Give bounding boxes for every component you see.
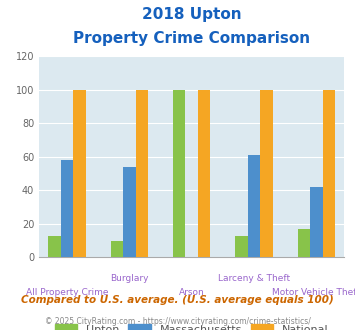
Bar — [123, 167, 136, 257]
Bar — [61, 160, 73, 257]
Bar — [248, 155, 260, 257]
Text: All Property Crime: All Property Crime — [26, 288, 108, 297]
Bar — [323, 90, 335, 257]
Bar — [136, 90, 148, 257]
Legend: Upton, Massachusetts, National: Upton, Massachusetts, National — [50, 319, 333, 330]
Text: Burglary: Burglary — [110, 274, 149, 283]
Text: Arson: Arson — [179, 288, 204, 297]
Bar — [111, 241, 123, 257]
Text: Larceny & Theft: Larceny & Theft — [218, 274, 290, 283]
Bar — [48, 236, 61, 257]
Bar — [235, 236, 248, 257]
Bar — [260, 90, 273, 257]
Bar — [310, 187, 323, 257]
Text: Property Crime Comparison: Property Crime Comparison — [73, 31, 310, 46]
Text: 2018 Upton: 2018 Upton — [142, 7, 241, 21]
Bar — [297, 229, 310, 257]
Bar — [198, 90, 211, 257]
Bar — [173, 90, 185, 257]
Text: © 2025 CityRating.com - https://www.cityrating.com/crime-statistics/: © 2025 CityRating.com - https://www.city… — [45, 317, 310, 326]
Bar — [73, 90, 86, 257]
Text: Compared to U.S. average. (U.S. average equals 100): Compared to U.S. average. (U.S. average … — [21, 295, 334, 305]
Text: Motor Vehicle Theft: Motor Vehicle Theft — [272, 288, 355, 297]
